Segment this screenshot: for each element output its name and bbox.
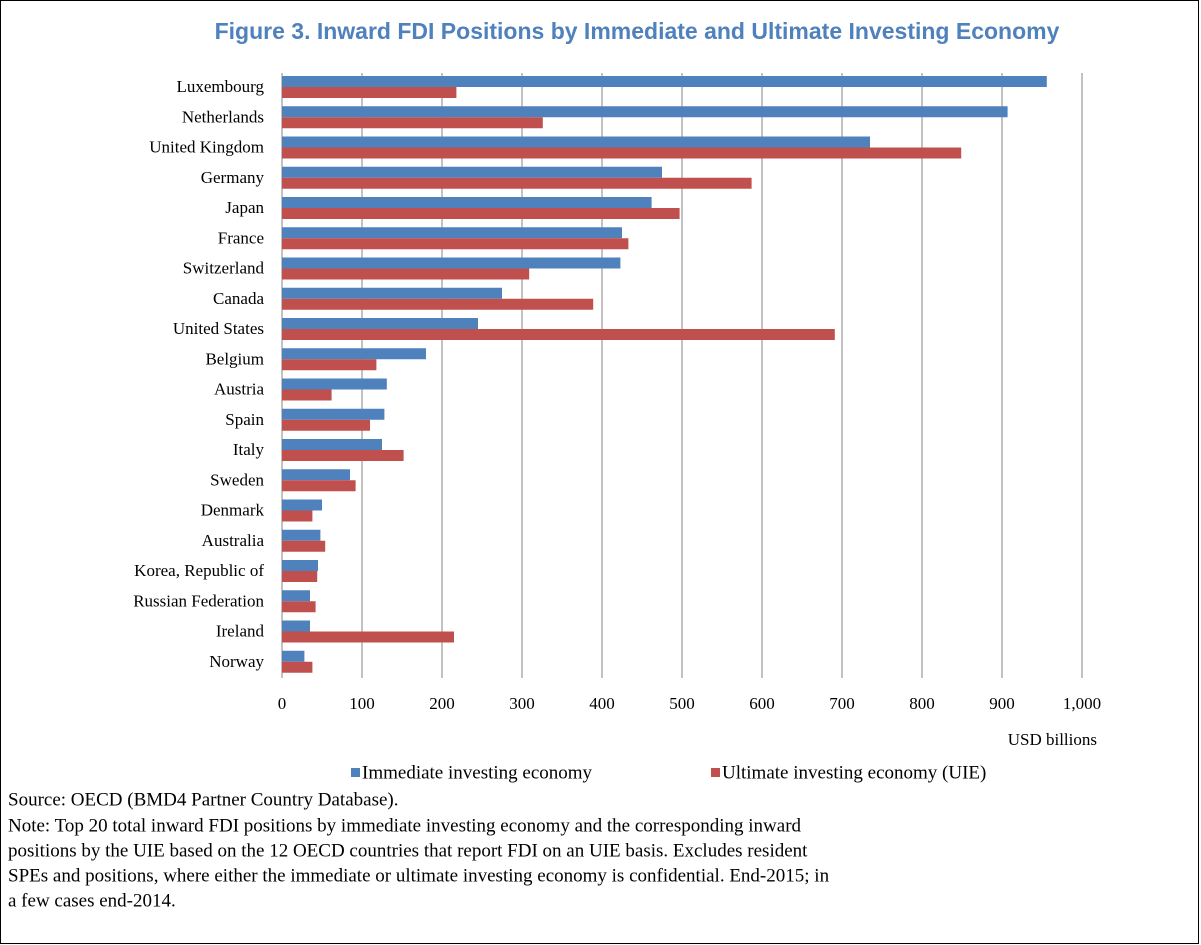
y-tick-label: Norway — [209, 652, 264, 671]
y-tick-label: Canada — [213, 289, 264, 308]
y-tick-label: United Kingdom — [149, 138, 264, 157]
bar — [282, 166, 662, 178]
bar — [282, 499, 322, 511]
bar — [282, 359, 377, 371]
x-tick-label: 700 — [829, 694, 855, 713]
bar — [282, 197, 652, 208]
y-tick-label: Germany — [201, 168, 265, 187]
y-tick-label: Luxembourg — [176, 77, 264, 96]
bar — [282, 408, 385, 420]
bar — [282, 268, 530, 280]
bar — [282, 87, 457, 98]
bar — [282, 298, 594, 310]
bar — [282, 117, 543, 129]
y-tick-label: Netherlands — [182, 107, 264, 126]
legend-label: Immediate investing economy — [362, 762, 593, 783]
bar — [282, 560, 318, 571]
x-tick-label: 300 — [509, 694, 535, 713]
bar — [282, 601, 316, 613]
bar — [282, 378, 387, 390]
x-tick-label: 800 — [909, 694, 935, 713]
bar — [282, 469, 350, 481]
bar — [282, 147, 962, 159]
note-line: SPEs and positions, where either the imm… — [8, 865, 830, 886]
legend-swatch — [711, 768, 720, 777]
x-tick-label: 500 — [669, 694, 695, 713]
bar — [282, 590, 310, 602]
bar — [282, 419, 370, 431]
bar — [282, 177, 752, 189]
bar — [282, 208, 680, 219]
bar — [282, 529, 321, 541]
bar — [282, 389, 332, 401]
y-tick-label: Japan — [225, 198, 264, 217]
y-tick-label: United States — [173, 319, 264, 338]
y-tick-label: Sweden — [210, 470, 264, 489]
bar — [282, 510, 313, 522]
legend-label: Ultimate investing economy (UIE) — [722, 762, 986, 783]
bar — [282, 439, 382, 450]
x-tick-label: 900 — [989, 694, 1015, 713]
bar — [282, 540, 326, 552]
bar — [282, 76, 1047, 87]
bar — [282, 318, 478, 329]
x-tick-label: 1,000 — [1063, 694, 1101, 713]
bar — [282, 480, 356, 492]
bar — [282, 257, 621, 269]
y-tick-label: Switzerland — [183, 259, 265, 278]
y-tick-label: Denmark — [201, 501, 265, 520]
note-line: positions by the UIE based on the 12 OEC… — [8, 840, 808, 861]
y-tick-label: Ireland — [216, 622, 265, 641]
bar — [282, 450, 404, 461]
y-tick-label: Austria — [214, 380, 265, 399]
chart-title: Figure 3. Inward FDI Positions by Immedi… — [215, 18, 1060, 44]
x-tick-label: 600 — [749, 694, 775, 713]
legend-swatch — [351, 768, 360, 777]
bar — [282, 329, 835, 340]
note-line: a few cases end-2014. — [8, 890, 176, 911]
bar — [282, 661, 313, 673]
bar — [282, 136, 870, 148]
x-tick-label: 400 — [589, 694, 615, 713]
note-line: Note: Top 20 total inward FDI positions … — [8, 815, 802, 836]
bar — [282, 106, 1008, 118]
x-tick-label: 100 — [349, 694, 375, 713]
y-tick-label: France — [218, 228, 264, 247]
x-tick-label: 200 — [429, 694, 455, 713]
y-tick-label: Korea, Republic of — [134, 561, 264, 580]
bar — [282, 631, 454, 643]
bar — [282, 238, 629, 250]
y-tick-label: Australia — [202, 531, 265, 550]
x-axis-label: USD billions — [1008, 730, 1097, 749]
y-tick-label: Belgium — [205, 349, 264, 368]
bar — [282, 348, 426, 360]
x-tick-label: 0 — [278, 694, 287, 713]
y-tick-label: Italy — [233, 440, 265, 459]
bar — [282, 620, 310, 632]
source: Source: OECD (BMD4 Partner Country Datab… — [8, 789, 398, 810]
bar — [282, 571, 318, 582]
bar — [282, 287, 502, 299]
y-tick-label: Spain — [225, 410, 264, 429]
y-tick-label: Russian Federation — [133, 591, 264, 610]
bar — [282, 227, 622, 239]
bar — [282, 650, 305, 662]
